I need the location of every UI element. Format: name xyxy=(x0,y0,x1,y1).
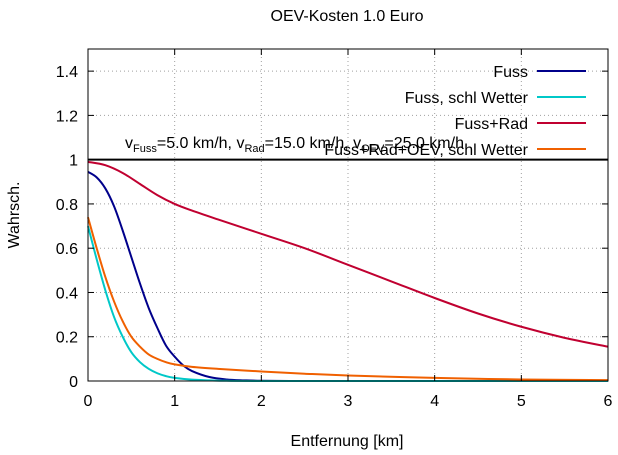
legend-label-3: Fuss+Rad xyxy=(455,116,528,133)
annotation-sub-rad: Rad xyxy=(244,143,264,155)
x-tick-label: 5 xyxy=(517,393,526,410)
plot-frame xyxy=(87,48,609,382)
legend: Fuss Fuss, schl Wetter Fuss+Rad Fuss+Rad+OE… xyxy=(324,64,586,159)
grid xyxy=(88,49,608,381)
series-line-4 xyxy=(87,216,609,382)
y-tick-label: 0.4 xyxy=(56,285,78,302)
chart-title: OEV-Kosten 1.0 Euro xyxy=(271,8,424,25)
y-tick-label: 1.2 xyxy=(56,108,78,125)
annotation-text-oev: =25.0 km/h xyxy=(384,135,464,152)
y-tick-label: 0 xyxy=(69,374,78,391)
x-tick-label: 0 xyxy=(84,393,93,410)
annotation-sub-oev: OEV xyxy=(361,143,385,155)
x-tick-label: 1 xyxy=(170,393,179,410)
x-tick-label: 4 xyxy=(430,393,439,410)
y-tick-label: 0.6 xyxy=(56,241,78,258)
x-tick-label: 2 xyxy=(257,393,266,410)
series-group xyxy=(87,160,609,383)
x-tick-label: 6 xyxy=(604,393,613,410)
annotation-sub-fuss: Fuss xyxy=(133,143,157,155)
annotation-v1: v xyxy=(125,135,133,152)
y-axis-label: Wahrsch. xyxy=(6,182,23,249)
x-axis-label: Entfernung [km] xyxy=(291,433,404,450)
annotation-text-rad: =15.0 km/h, v xyxy=(265,135,362,152)
legend-label-1: Fuss xyxy=(493,64,528,81)
series-line-3 xyxy=(87,160,609,348)
y-tick-label: 0.2 xyxy=(56,330,78,347)
annotation-text-fuss: =5.0 km/h, v xyxy=(157,135,245,152)
legend-label-2: Fuss, schl Wetter xyxy=(405,90,529,107)
legend-label-4: Fuss+Rad+OEV, schl Wetter xyxy=(324,142,528,159)
x-tick-label: 3 xyxy=(344,393,353,410)
y-tick-label: 1.4 xyxy=(56,64,78,81)
y-tick-label: 0.8 xyxy=(56,197,78,214)
y-tick-label: 1 xyxy=(69,153,78,170)
velocity-annotation: vFuss=5.0 km/h, vRad=15.0 km/h, vOEV=25.… xyxy=(125,135,464,155)
axis-ticks: 0 1 2 3 4 5 6 0 0.2 0.4 0.6 0.8 1 1.2 1.4 xyxy=(56,49,613,410)
